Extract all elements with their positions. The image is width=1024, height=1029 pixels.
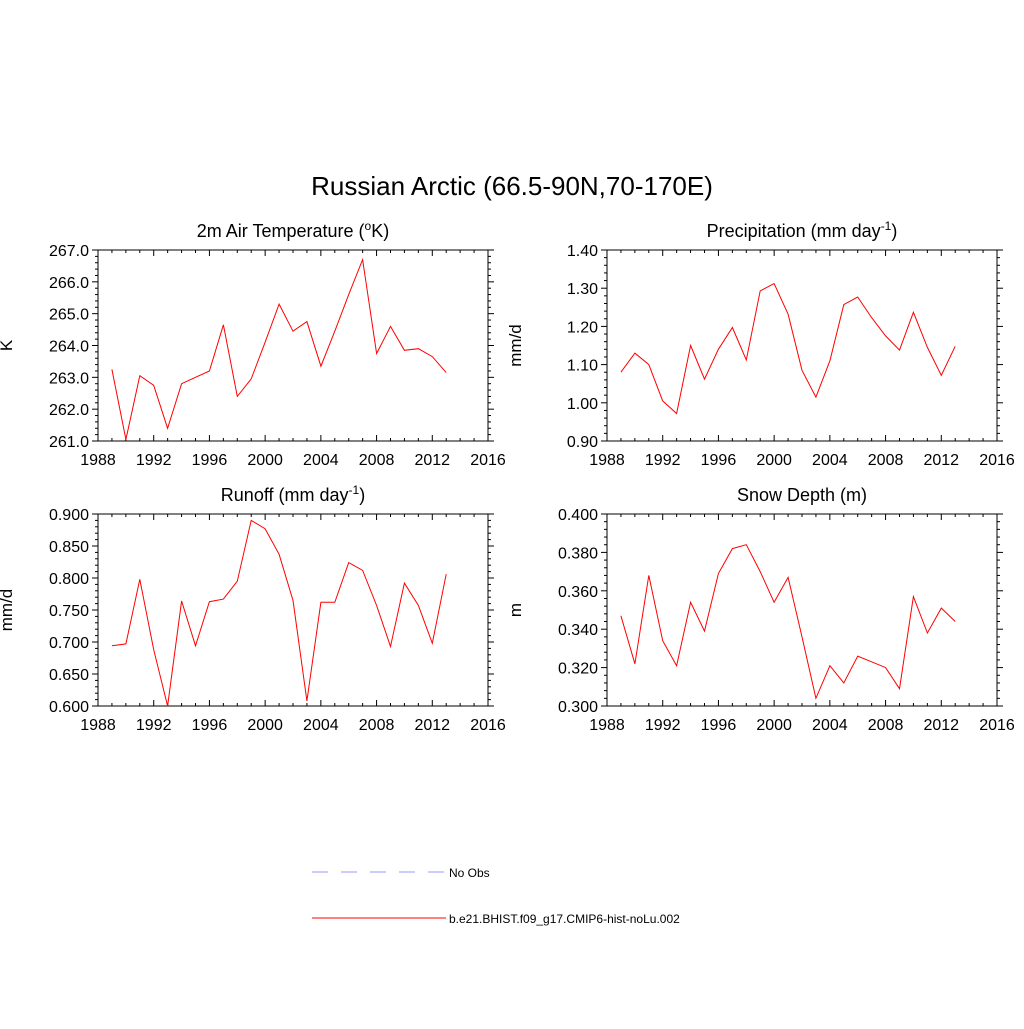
x-tick-label: 2016 <box>470 452 506 469</box>
panel-title-superscript: -1 <box>881 219 892 233</box>
y-tick-label: 261.0 <box>49 434 89 451</box>
y-tick-label: 0.300 <box>558 699 598 716</box>
panel-2: Precipitation (mm day-1) 1988 1992 1996 2000… <box>506 219 1015 469</box>
x-tick-label: 2000 <box>756 452 792 469</box>
x-tick-label: 2016 <box>470 717 506 734</box>
legend-item-1: No Obs <box>312 866 490 880</box>
y-tick-label: 0.90 <box>567 434 598 451</box>
panel-title-superscript: -1 <box>349 483 360 497</box>
y-tick-label: 0.360 <box>558 584 598 601</box>
x-tick-label: 2008 <box>868 717 904 734</box>
series-line-1 <box>111 519 447 707</box>
panel-title-superscript: o <box>365 219 372 233</box>
x-tick-label: 1988 <box>589 717 625 734</box>
x-tick-label: 1996 <box>701 717 737 734</box>
x-tick-label: 2004 <box>303 452 339 469</box>
x-tick-label: 1988 <box>80 452 116 469</box>
x-tick-label: 2012 <box>923 717 959 734</box>
y-axis-label: mm/d <box>506 324 525 367</box>
panel-1: 2m Air Temperature (oK) 1988 1992 1996 2000 2… <box>0 219 506 469</box>
panel-title-text: Precipitation (mm day <box>707 221 881 241</box>
panel-3: Runoff (mm day-1) 1988 1992 1996 2000 2004 200… <box>0 483 506 734</box>
x-tick-label: 2012 <box>414 452 450 469</box>
plot-frame <box>97 249 489 442</box>
y-tick-label: 0.340 <box>558 622 598 639</box>
panel-title-text: Runoff (mm day <box>221 485 349 505</box>
y-tick-label: 1.30 <box>567 281 598 298</box>
legend-label: b.e21.BHIST.f09_g17.CMIP6-hist-noLu.002 <box>449 912 680 926</box>
x-tick-label: 1992 <box>645 452 681 469</box>
y-tick-label: 0.320 <box>558 661 598 678</box>
y-tick-label: 0.700 <box>49 635 89 652</box>
panels: 2m Air Temperature (oK)1988 1992 1996 2000 2… <box>0 219 1015 734</box>
plot-frame <box>606 249 998 442</box>
x-tick-label: 2004 <box>303 717 339 734</box>
legend-label: No Obs <box>449 866 490 880</box>
panel-4: Snow Depth (m) 1988 1992 1996 2000 2004 2008 20… <box>506 485 1015 734</box>
y-tick-label: 0.400 <box>558 507 598 524</box>
panel-title: 2m Air Temperature (oK) <box>197 219 389 241</box>
panel-title-text: Snow Depth (m) <box>737 485 867 505</box>
panel-title-suffix: ) <box>891 221 897 241</box>
x-tick-label: 1992 <box>136 452 172 469</box>
plot-frame <box>97 513 489 707</box>
x-tick-label: 2012 <box>414 717 450 734</box>
panel-title-suffix: ) <box>359 485 365 505</box>
x-tick-label: 2008 <box>359 452 395 469</box>
x-tick-label: 2012 <box>923 452 959 469</box>
panel-title: Precipitation (mm day-1) <box>707 219 898 241</box>
x-tick-label: 2004 <box>812 717 848 734</box>
series-line-1 <box>111 257 447 440</box>
y-tick-label: 0.600 <box>49 699 89 716</box>
y-tick-label: 0.800 <box>49 571 89 588</box>
x-tick-label: 2000 <box>247 717 283 734</box>
panel-title-suffix: K) <box>371 221 389 241</box>
y-tick-label: 0.380 <box>558 545 598 562</box>
y-tick-label: 0.650 <box>49 667 89 684</box>
x-tick-label: 2004 <box>812 452 848 469</box>
y-tick-label: 1.40 <box>567 243 598 260</box>
y-tick-label: 1.10 <box>567 358 598 375</box>
y-axis-label: mm/d <box>0 589 16 632</box>
series-line-1 <box>620 544 956 700</box>
y-tick-label: 263.0 <box>49 370 89 387</box>
x-tick-label: 1996 <box>701 452 737 469</box>
y-tick-label: 1.20 <box>567 319 598 336</box>
y-tick-label: 262.0 <box>49 402 89 419</box>
x-tick-label: 1992 <box>645 717 681 734</box>
y-tick-label: 1.00 <box>567 396 598 413</box>
y-tick-label: 0.900 <box>49 507 89 524</box>
legend: No Obs b.e21.BHIST.f09_g17.CMIP6-hist-noL… <box>312 866 680 926</box>
y-axis-label: K <box>0 339 16 351</box>
x-tick-label: 2008 <box>359 717 395 734</box>
x-tick-label: 2000 <box>247 452 283 469</box>
x-tick-label: 1992 <box>136 717 172 734</box>
x-tick-label: 1996 <box>192 452 228 469</box>
x-tick-label: 1996 <box>192 717 228 734</box>
x-tick-label: 2000 <box>756 717 792 734</box>
x-tick-label: 1988 <box>80 717 116 734</box>
y-tick-label: 0.850 <box>49 539 89 556</box>
y-tick-label: 265.0 <box>49 307 89 324</box>
panel-title: Runoff (mm day-1) <box>221 483 365 505</box>
panel-title: Snow Depth (m) <box>737 485 867 505</box>
y-tick-label: 267.0 <box>49 243 89 260</box>
y-tick-label: 264.0 <box>49 339 89 356</box>
y-axis-label: m <box>506 603 525 617</box>
series-line-1 <box>620 282 956 415</box>
y-tick-label: 0.750 <box>49 603 89 620</box>
panel-title-text: 2m Air Temperature ( <box>197 221 365 241</box>
x-tick-label: 2016 <box>979 452 1015 469</box>
x-tick-label: 1988 <box>589 452 625 469</box>
x-tick-label: 2008 <box>868 452 904 469</box>
x-tick-label: 2016 <box>979 717 1015 734</box>
plot-frame <box>606 513 998 707</box>
figure-title: Russian Arctic (66.5-90N,70-170E) <box>311 171 713 201</box>
y-tick-label: 266.0 <box>49 275 89 292</box>
legend-item-2: b.e21.BHIST.f09_g17.CMIP6-hist-noLu.002 <box>312 912 680 926</box>
